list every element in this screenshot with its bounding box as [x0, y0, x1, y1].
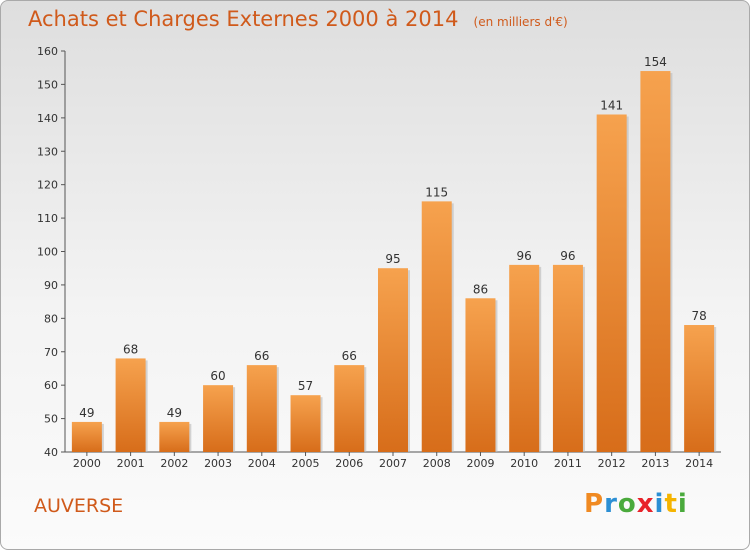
- y-tick-label: 40: [44, 446, 58, 459]
- bar-value-label: 86: [473, 282, 488, 296]
- y-tick-label: 70: [44, 346, 58, 359]
- chart-title: Achats et Charges Externes 2000 à 2014 (…: [28, 7, 568, 31]
- x-tick-label: 2007: [379, 457, 407, 470]
- bar: [684, 325, 715, 452]
- bar-value-label: 154: [644, 55, 667, 69]
- x-tick-label: 2006: [335, 457, 363, 470]
- x-tick-label: 2005: [292, 457, 320, 470]
- bar: [203, 385, 234, 452]
- bar: [290, 395, 321, 452]
- logo-letter: r: [604, 489, 618, 519]
- x-tick-label: 2009: [466, 457, 494, 470]
- bar: [465, 298, 496, 452]
- logo-letter: x: [636, 489, 655, 519]
- bar-value-label: 66: [254, 349, 269, 363]
- x-tick-label: 2013: [641, 457, 669, 470]
- proxiti-logo: Proxiti: [584, 489, 688, 519]
- y-tick-label: 90: [44, 279, 58, 292]
- logo-letter: i: [677, 489, 688, 519]
- bar: [246, 365, 277, 452]
- x-tick-label: 2011: [554, 457, 582, 470]
- y-tick-label: 160: [37, 45, 58, 58]
- x-tick-label: 2008: [423, 457, 451, 470]
- y-tick-label: 130: [37, 145, 58, 158]
- bar-value-label: 66: [342, 349, 357, 363]
- bar-value-label: 68: [123, 342, 138, 356]
- y-tick-label: 80: [44, 312, 58, 325]
- bar: [640, 71, 671, 453]
- logo-letter: P: [584, 489, 605, 519]
- bar: [378, 268, 408, 452]
- x-tick-label: 2010: [510, 457, 538, 470]
- y-tick-label: 110: [37, 212, 58, 225]
- bar-value-label: 78: [691, 309, 706, 323]
- x-tick-label: 2001: [117, 457, 145, 470]
- bar-value-label: 49: [167, 406, 182, 420]
- y-tick-label: 50: [44, 413, 58, 426]
- x-tick-label: 2004: [248, 457, 276, 470]
- bar-value-label: 95: [385, 252, 400, 266]
- bar: [334, 365, 365, 452]
- bar-value-label: 96: [517, 249, 532, 263]
- bar: [159, 421, 190, 452]
- bar: [552, 264, 583, 452]
- bar-value-label: 115: [425, 185, 448, 199]
- bar: [509, 264, 540, 452]
- y-tick-label: 60: [44, 379, 58, 392]
- bar: [596, 114, 627, 452]
- bar-value-label: 96: [560, 249, 575, 263]
- x-tick-label: 2000: [73, 457, 101, 470]
- bar-value-label: 57: [298, 379, 313, 393]
- logo-letter: t: [664, 489, 678, 519]
- bar-value-label: 60: [210, 369, 225, 383]
- y-tick-label: 120: [37, 179, 58, 192]
- y-tick-label: 100: [37, 246, 58, 259]
- commune-name: AUVERSE: [34, 495, 124, 517]
- logo-letter: o: [617, 489, 637, 519]
- y-tick-label: 150: [37, 78, 58, 91]
- bar: [71, 421, 102, 452]
- x-tick-label: 2012: [598, 457, 626, 470]
- title-main: Achats et Charges Externes 2000 à 2014: [28, 7, 459, 31]
- x-tick-label: 2014: [685, 457, 713, 470]
- x-tick-label: 2002: [160, 457, 188, 470]
- logo-letter: i: [654, 489, 665, 519]
- bar-value-label: 141: [600, 98, 623, 112]
- bar-value-label: 49: [79, 406, 94, 420]
- bar: [421, 201, 452, 452]
- title-unit: (en milliers d'€): [473, 15, 568, 29]
- y-tick-label: 140: [37, 112, 58, 125]
- bar: [115, 358, 146, 452]
- x-tick-label: 2003: [204, 457, 232, 470]
